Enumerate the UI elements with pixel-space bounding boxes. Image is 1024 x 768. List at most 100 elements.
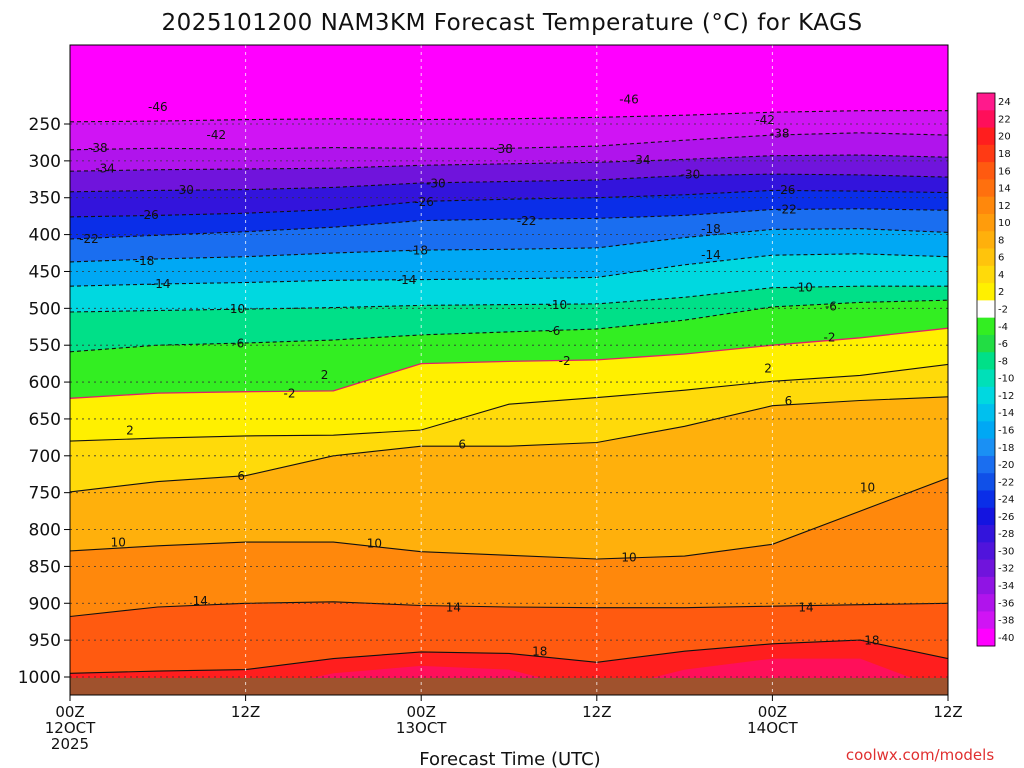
isotherm-label: -6 — [825, 300, 837, 314]
y-tick-label: 600 — [29, 373, 61, 393]
isotherm-label: -18 — [701, 222, 721, 236]
isotherm-label: -34 — [631, 153, 651, 167]
isotherm-label: -18 — [408, 244, 428, 258]
x-tick-label: 00Z — [55, 703, 84, 721]
colorbar-swatch — [977, 386, 995, 405]
colorbar-label: -32 — [998, 564, 1014, 575]
isotherm-label: -38 — [88, 141, 108, 155]
colorbar-label: 16 — [998, 166, 1011, 177]
isotherm-label: -6 — [548, 324, 560, 338]
y-tick-label: 950 — [29, 631, 61, 651]
isotherm-label: 18 — [532, 645, 547, 659]
x-tick-label: 14OCT — [747, 719, 798, 737]
ground-surface — [70, 678, 948, 695]
colorbar-swatch — [977, 110, 995, 129]
colorbar-label: 2 — [998, 287, 1004, 298]
colorbar-label: -36 — [998, 598, 1014, 609]
isotherm-label: 14 — [798, 600, 813, 614]
isotherm-label: -14 — [397, 273, 417, 287]
isotherm-label: 18 — [864, 634, 879, 648]
colorbar-swatch — [977, 248, 995, 267]
isotherm-label: -14 — [701, 248, 721, 262]
isotherm-label: -22 — [777, 202, 797, 216]
y-tick-label: 850 — [29, 557, 61, 577]
isotherm-label: -10 — [793, 280, 813, 294]
colorbar-swatch — [977, 231, 995, 250]
isotherm-label: -18 — [135, 254, 155, 268]
colorbar-swatch — [977, 525, 995, 543]
x-axis-label: Forecast Time (UTC) — [419, 749, 600, 768]
isotherm-line — [70, 327, 948, 399]
colorbar-label: -34 — [998, 581, 1014, 592]
colorbar-swatch — [977, 93, 995, 111]
credit-link[interactable]: coolwx.com/models — [846, 746, 994, 764]
colorbar-label: -26 — [998, 512, 1014, 523]
isotherm-label: -38 — [770, 126, 790, 140]
isotherm-label: 14 — [446, 600, 461, 614]
colorbar-label: -28 — [998, 529, 1014, 540]
colorbar-swatch — [977, 611, 995, 630]
colorbar-label: -40 — [998, 633, 1014, 644]
y-tick-label: 300 — [29, 152, 61, 172]
colorbar-swatch — [977, 265, 995, 284]
colorbar-swatch — [977, 559, 995, 578]
isotherm-label: -22 — [517, 214, 537, 228]
colorbar-swatch — [977, 438, 995, 457]
y-tick-label: 500 — [29, 299, 61, 319]
x-tick-label: 12Z — [933, 703, 962, 721]
colorbar-label: -4 — [998, 322, 1008, 333]
y-tick-label: 800 — [29, 521, 61, 541]
colorbar-label: 4 — [998, 270, 1004, 281]
colorbar-swatch — [977, 317, 995, 336]
x-tick-label: 13OCT — [396, 719, 447, 737]
isotherm-label: -46 — [148, 100, 168, 114]
colorbar-label: 8 — [998, 235, 1004, 246]
isotherm-label: -42 — [207, 128, 227, 142]
plot-area — [70, 45, 948, 678]
y-tick-label: 400 — [29, 226, 61, 246]
isotherm-line — [70, 639, 948, 674]
isotherm-label: -34 — [95, 162, 115, 176]
colorbar-label: -6 — [998, 339, 1008, 350]
colorbar-swatch — [977, 127, 995, 146]
isotherm-label: -46 — [619, 92, 639, 106]
x-tick-label: 12Z — [231, 703, 260, 721]
colorbar-swatch — [977, 576, 995, 595]
colorbar-swatch — [977, 473, 995, 491]
colorbar-swatch — [977, 179, 995, 198]
colorbar-swatch — [977, 144, 995, 163]
isotherm-label: 14 — [193, 594, 208, 608]
isotherm-label: -26 — [139, 208, 159, 222]
colorbar-swatch — [977, 507, 995, 526]
temperature-band — [310, 658, 912, 678]
x-tick-label: 00Z — [407, 703, 436, 721]
plot-frame — [69, 44, 949, 696]
isotherm-label: -42 — [755, 113, 775, 127]
colorbar-label: 18 — [998, 149, 1011, 160]
chart-title: 2025101200 NAM3KM Forecast Temperature (… — [161, 10, 862, 36]
colorbar-swatch — [977, 455, 995, 474]
isotherm-label: 6 — [458, 438, 466, 452]
isotherm-label: 6 — [785, 394, 793, 408]
colorbar-label: -38 — [998, 616, 1014, 627]
isotherm-label: -14 — [151, 277, 171, 291]
isotherm-label: 2 — [126, 423, 134, 437]
colorbar-swatch — [977, 490, 995, 509]
colorbar-label: -18 — [998, 443, 1014, 454]
colorbar-swatch — [977, 334, 995, 353]
isotherm-label: 10 — [367, 536, 382, 550]
isotherm-line — [70, 110, 948, 123]
colorbar-label: -10 — [998, 374, 1014, 385]
colorbar-label: -2 — [998, 305, 1008, 316]
colorbar-label: 20 — [998, 132, 1011, 143]
colorbar-label: 24 — [998, 97, 1011, 108]
colorbar-swatch — [977, 421, 995, 440]
isotherm-label: -10 — [547, 298, 567, 312]
isotherm-label: -30 — [426, 176, 446, 190]
colorbar-swatch — [977, 300, 995, 319]
colorbar-label: -30 — [998, 546, 1014, 557]
x-tick-label: 12OCT — [45, 719, 96, 737]
y-tick-label: 650 — [29, 410, 61, 430]
isotherm-label: 6 — [237, 469, 245, 483]
colorbar-label: 6 — [998, 253, 1004, 264]
